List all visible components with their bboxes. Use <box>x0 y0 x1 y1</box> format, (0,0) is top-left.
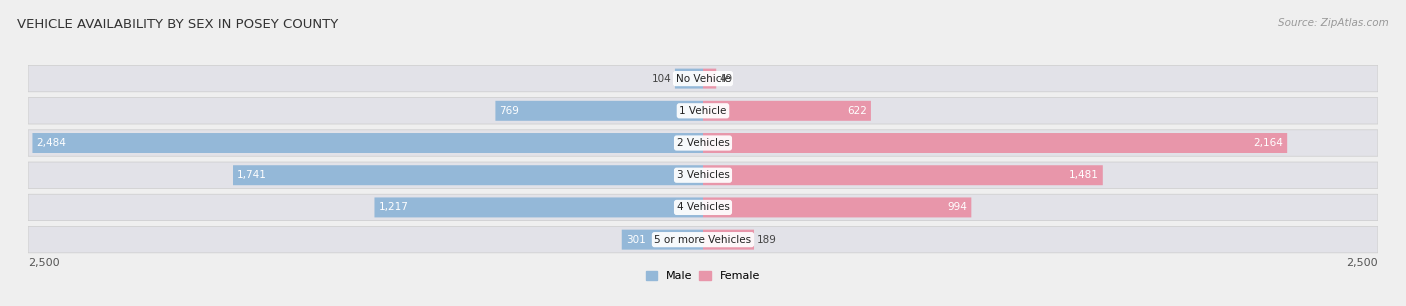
Text: 769: 769 <box>499 106 519 116</box>
Text: 2,484: 2,484 <box>37 138 66 148</box>
FancyBboxPatch shape <box>703 133 1286 153</box>
Text: 1 Vehicle: 1 Vehicle <box>679 106 727 116</box>
Text: 104: 104 <box>652 74 672 84</box>
FancyBboxPatch shape <box>28 162 1378 188</box>
Text: 1,217: 1,217 <box>378 203 408 212</box>
Text: 1,481: 1,481 <box>1069 170 1098 180</box>
Text: 189: 189 <box>758 235 778 244</box>
Text: 4 Vehicles: 4 Vehicles <box>676 203 730 212</box>
FancyBboxPatch shape <box>32 133 703 153</box>
Text: 49: 49 <box>720 74 733 84</box>
Text: 2 Vehicles: 2 Vehicles <box>676 138 730 148</box>
Text: 622: 622 <box>846 106 868 116</box>
Text: 2,164: 2,164 <box>1253 138 1284 148</box>
FancyBboxPatch shape <box>621 230 703 250</box>
Text: Source: ZipAtlas.com: Source: ZipAtlas.com <box>1278 18 1389 28</box>
FancyBboxPatch shape <box>28 98 1378 124</box>
FancyBboxPatch shape <box>703 69 716 88</box>
Text: 1,741: 1,741 <box>238 170 267 180</box>
FancyBboxPatch shape <box>374 197 703 218</box>
FancyBboxPatch shape <box>28 226 1378 253</box>
FancyBboxPatch shape <box>28 130 1378 156</box>
Text: 5 or more Vehicles: 5 or more Vehicles <box>654 235 752 244</box>
Text: 2,500: 2,500 <box>1347 258 1378 268</box>
Text: 301: 301 <box>626 235 645 244</box>
Text: 994: 994 <box>948 203 967 212</box>
FancyBboxPatch shape <box>675 69 703 88</box>
Text: 3 Vehicles: 3 Vehicles <box>676 170 730 180</box>
FancyBboxPatch shape <box>495 101 703 121</box>
FancyBboxPatch shape <box>703 197 972 218</box>
Legend: Male, Female: Male, Female <box>647 271 759 281</box>
FancyBboxPatch shape <box>703 101 870 121</box>
Text: 2,500: 2,500 <box>28 258 59 268</box>
FancyBboxPatch shape <box>28 65 1378 92</box>
FancyBboxPatch shape <box>28 194 1378 221</box>
Text: VEHICLE AVAILABILITY BY SEX IN POSEY COUNTY: VEHICLE AVAILABILITY BY SEX IN POSEY COU… <box>17 18 337 31</box>
FancyBboxPatch shape <box>233 165 703 185</box>
FancyBboxPatch shape <box>703 230 754 250</box>
Text: No Vehicle: No Vehicle <box>675 74 731 84</box>
FancyBboxPatch shape <box>703 165 1102 185</box>
